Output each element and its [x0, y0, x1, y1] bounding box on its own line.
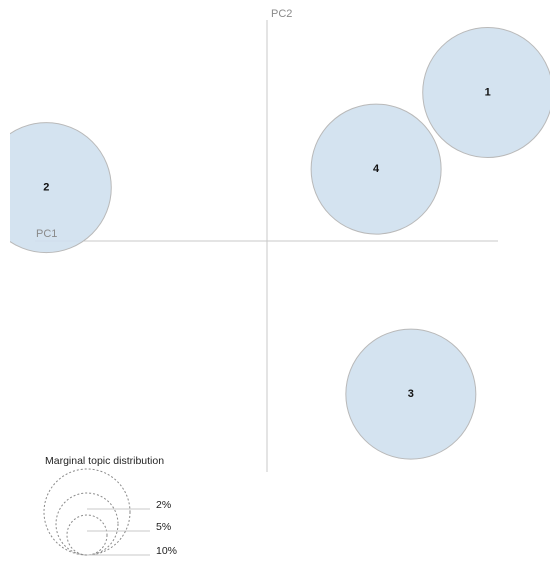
legend-circle-10pct [43, 468, 131, 556]
pc1-axis-label: PC1 [36, 228, 57, 240]
topic-circle-1[interactable] [422, 27, 550, 159]
topic-label-3: 3 [408, 388, 414, 400]
topic-label-2: 2 [43, 182, 49, 194]
legend-label-2pct: 2% [156, 499, 171, 511]
size-legend: 2% 5% 10% [43, 468, 177, 557]
legend-circle-5pct [55, 492, 119, 556]
pc2-axis-label: PC2 [271, 8, 292, 20]
legend-title: Marginal topic distribution [45, 455, 164, 467]
legend-label-10pct: 10% [156, 545, 177, 557]
topic-circle-3[interactable] [345, 328, 477, 460]
topic-circle-4[interactable] [310, 103, 442, 235]
topic-label-1: 1 [485, 87, 491, 99]
legend-circle-2pct [66, 514, 108, 556]
topic-circles: 1 2 3 4 [0, 27, 550, 460]
topic-circle-2[interactable] [0, 122, 112, 254]
topic-label-4: 4 [373, 163, 380, 175]
legend-label-5pct: 5% [156, 521, 171, 533]
